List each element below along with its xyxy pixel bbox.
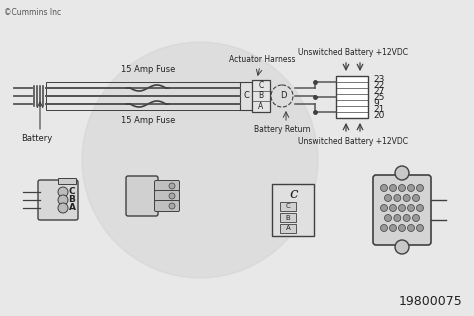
Circle shape	[403, 215, 410, 222]
Circle shape	[394, 215, 401, 222]
Circle shape	[399, 185, 405, 191]
Text: 21: 21	[373, 105, 384, 113]
Text: 19800075: 19800075	[398, 295, 462, 308]
Text: c: c	[290, 187, 298, 201]
Text: Unswitched Battery +12VDC: Unswitched Battery +12VDC	[298, 137, 408, 146]
Circle shape	[58, 195, 68, 205]
Circle shape	[390, 224, 396, 232]
Text: 15 Amp Fuse: 15 Amp Fuse	[121, 116, 175, 125]
Circle shape	[395, 166, 409, 180]
Bar	[240, 82, 252, 110]
FancyBboxPatch shape	[373, 175, 431, 245]
Text: B: B	[286, 215, 291, 221]
Text: 25: 25	[373, 93, 384, 101]
Text: 22: 22	[373, 81, 384, 89]
Circle shape	[408, 185, 414, 191]
Circle shape	[381, 224, 388, 232]
Circle shape	[417, 185, 423, 191]
Circle shape	[82, 42, 318, 278]
Circle shape	[58, 203, 68, 213]
Text: A: A	[286, 226, 291, 232]
Circle shape	[412, 195, 419, 202]
Circle shape	[403, 195, 410, 202]
Text: 15 Amp Fuse: 15 Amp Fuse	[121, 65, 175, 74]
Circle shape	[399, 204, 405, 211]
Circle shape	[58, 187, 68, 197]
FancyBboxPatch shape	[38, 180, 78, 220]
Bar	[336, 76, 368, 118]
FancyBboxPatch shape	[155, 180, 180, 191]
Text: Unswitched Battery +12VDC: Unswitched Battery +12VDC	[298, 48, 408, 57]
Bar	[58, 178, 76, 184]
Circle shape	[169, 203, 175, 209]
Circle shape	[384, 195, 392, 202]
Text: 27: 27	[373, 87, 384, 95]
Text: A: A	[258, 102, 264, 111]
Circle shape	[384, 215, 392, 222]
Circle shape	[395, 240, 409, 254]
Text: 20: 20	[373, 111, 384, 119]
Circle shape	[408, 224, 414, 232]
Circle shape	[390, 204, 396, 211]
Text: ©Cummins Inc: ©Cummins Inc	[4, 8, 61, 17]
Circle shape	[394, 195, 401, 202]
Text: 9: 9	[373, 99, 379, 107]
Text: C: C	[243, 92, 249, 100]
Text: Battery: Battery	[21, 134, 53, 143]
Text: C: C	[69, 187, 75, 197]
Bar	[252, 80, 270, 112]
Circle shape	[412, 215, 419, 222]
FancyBboxPatch shape	[155, 191, 180, 202]
Circle shape	[417, 204, 423, 211]
Circle shape	[169, 183, 175, 189]
Text: D: D	[280, 92, 286, 100]
Bar	[280, 224, 296, 233]
Circle shape	[399, 224, 405, 232]
Circle shape	[381, 204, 388, 211]
Text: Battery Return: Battery Return	[254, 125, 310, 134]
Text: A: A	[69, 204, 75, 212]
Text: Actuator Harness: Actuator Harness	[229, 55, 295, 64]
Bar	[280, 202, 296, 211]
FancyBboxPatch shape	[155, 200, 180, 211]
Bar	[46, 82, 240, 110]
Circle shape	[390, 185, 396, 191]
Text: 23: 23	[373, 75, 384, 83]
Text: C: C	[286, 204, 291, 210]
Circle shape	[417, 224, 423, 232]
Circle shape	[381, 185, 388, 191]
Bar	[272, 184, 314, 236]
Text: B: B	[258, 92, 264, 100]
Bar	[280, 213, 296, 222]
FancyBboxPatch shape	[126, 176, 158, 216]
Circle shape	[408, 204, 414, 211]
Circle shape	[169, 193, 175, 199]
Text: C: C	[258, 81, 264, 90]
Text: B: B	[69, 196, 75, 204]
